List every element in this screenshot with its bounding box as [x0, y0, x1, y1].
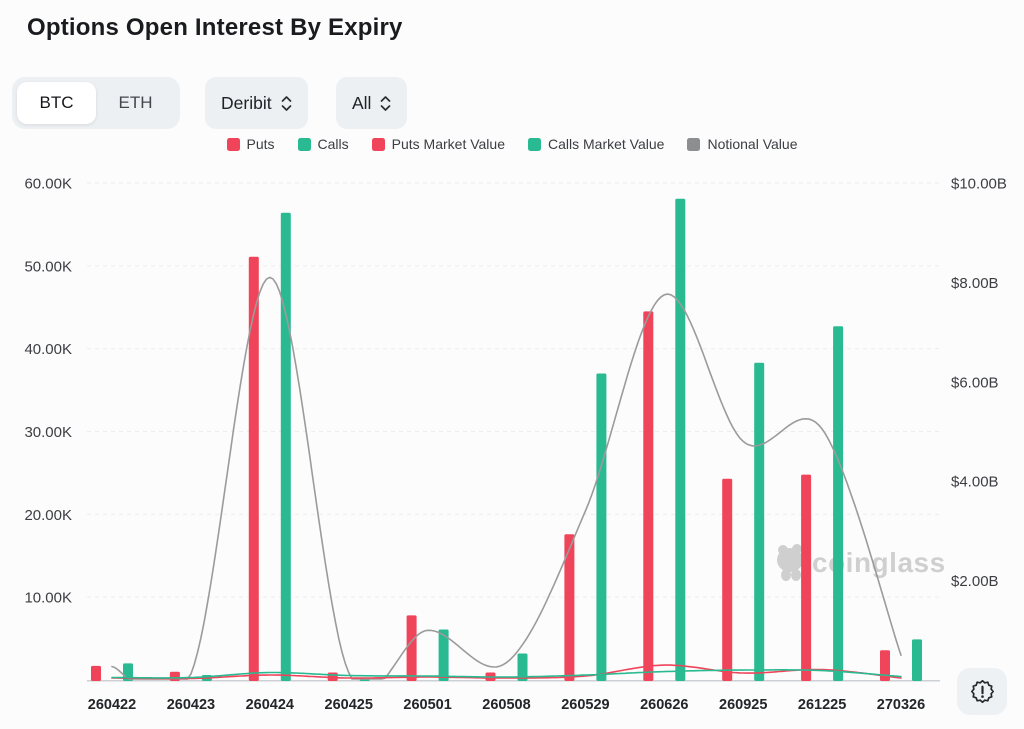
watermark-text: coinglass — [812, 547, 946, 578]
x-axis-label-260925: 260925 — [719, 697, 767, 713]
line-puts-market-value[interactable] — [111, 664, 902, 680]
legend-swatch — [226, 137, 240, 151]
legend-swatch — [528, 137, 541, 151]
legend: Puts Calls Puts Market Value Calls Market V… — [0, 136, 1024, 152]
left-axis-tick-label: 40.00K — [24, 341, 72, 358]
chevron-updown-icon — [281, 95, 292, 112]
left-axis-tick-label: 10.00K — [24, 590, 72, 607]
bar-calls-260529[interactable] — [596, 373, 607, 682]
bar-puts-260501[interactable] — [406, 615, 417, 681]
legend-item-notional-value[interactable]: Notional Value — [687, 136, 797, 152]
left-axis-tick-label: 20.00K — [24, 507, 72, 524]
range-select[interactable]: All — [336, 77, 408, 129]
exchange-select-value: Deribit — [221, 92, 272, 113]
bar-puts-260925[interactable] — [722, 478, 733, 681]
legend-label: Calls Market Value — [548, 136, 665, 152]
legend-label: Notional Value — [707, 136, 798, 152]
right-axis-tick-label: $2.00B — [951, 573, 999, 590]
x-axis-label-260508: 260508 — [482, 697, 530, 713]
legend-swatch — [371, 137, 385, 151]
bar-calls-260925[interactable] — [754, 362, 765, 681]
bar-calls-260424[interactable] — [280, 212, 291, 682]
x-axis-label-270326: 270326 — [877, 697, 925, 713]
legend-label: Calls — [317, 136, 349, 152]
legend-item-puts-market-value[interactable]: Puts Market Value — [371, 136, 505, 152]
legend-label: Puts — [246, 136, 275, 152]
bar-puts-260529[interactable] — [564, 534, 575, 681]
page-title: Options Open Interest By Expiry — [27, 14, 403, 41]
line-notional-value[interactable] — [111, 276, 902, 680]
legend-swatch — [687, 137, 701, 151]
chevron-updown-icon — [380, 95, 391, 112]
legend-item-puts[interactable]: Puts — [226, 136, 275, 152]
legend-swatch — [297, 137, 311, 151]
bar-series-calls — [123, 198, 922, 682]
bar-calls-260626[interactable] — [675, 198, 686, 681]
x-axis-label-260422: 260422 — [88, 697, 136, 713]
bar-puts-261225[interactable] — [801, 474, 812, 681]
right-axis-tick-label: $8.00B — [951, 275, 999, 292]
exchange-select[interactable]: Deribit — [205, 77, 308, 129]
bar-calls-270326[interactable] — [912, 639, 922, 681]
asset-toggle: BTC ETH — [12, 77, 180, 129]
range-select-value: All — [352, 92, 372, 113]
bar-puts-260424[interactable] — [248, 256, 259, 681]
x-axis-label-260423: 260423 — [167, 697, 215, 713]
legend-label: Puts Market Value — [391, 136, 505, 152]
toggle-eth-button[interactable]: ETH — [96, 82, 175, 124]
x-axis-label-260424: 260424 — [246, 697, 294, 713]
left-axis-tick-label: 30.00K — [24, 424, 72, 441]
left-axis-tick-label: 50.00K — [24, 258, 72, 275]
legend-item-calls[interactable]: Calls — [297, 136, 349, 152]
bar-series-puts — [91, 256, 890, 681]
toggle-btc-button[interactable]: BTC — [17, 82, 96, 124]
x-axis-label-260425: 260425 — [325, 697, 373, 713]
left-axis-tick-label: 60.00K — [24, 176, 72, 193]
x-axis-label-260501: 260501 — [403, 697, 451, 713]
right-axis-tick-label: $10.00B — [951, 176, 1007, 193]
bar-puts-260626[interactable] — [643, 311, 654, 681]
legend-item-calls-market-value[interactable]: Calls Market Value — [528, 136, 664, 152]
right-axis-tick-label: $4.00B — [951, 474, 999, 491]
bar-calls-261225[interactable] — [833, 326, 844, 681]
x-axis-label-260626: 260626 — [640, 697, 688, 713]
bar-puts-270326[interactable] — [880, 650, 890, 681]
alert-badge-button[interactable] — [957, 668, 1007, 715]
badge-exclamation-icon — [970, 679, 994, 704]
right-axis-tick-label: $6.00B — [951, 374, 999, 391]
x-axis-label-261225: 261225 — [798, 697, 846, 713]
bar-puts-260422[interactable] — [91, 665, 101, 681]
bar-calls-260508[interactable] — [517, 653, 528, 682]
line-calls-market-value[interactable] — [111, 669, 902, 679]
bar-calls-260501[interactable] — [438, 629, 449, 682]
x-axis-label-260529: 260529 — [561, 697, 609, 713]
